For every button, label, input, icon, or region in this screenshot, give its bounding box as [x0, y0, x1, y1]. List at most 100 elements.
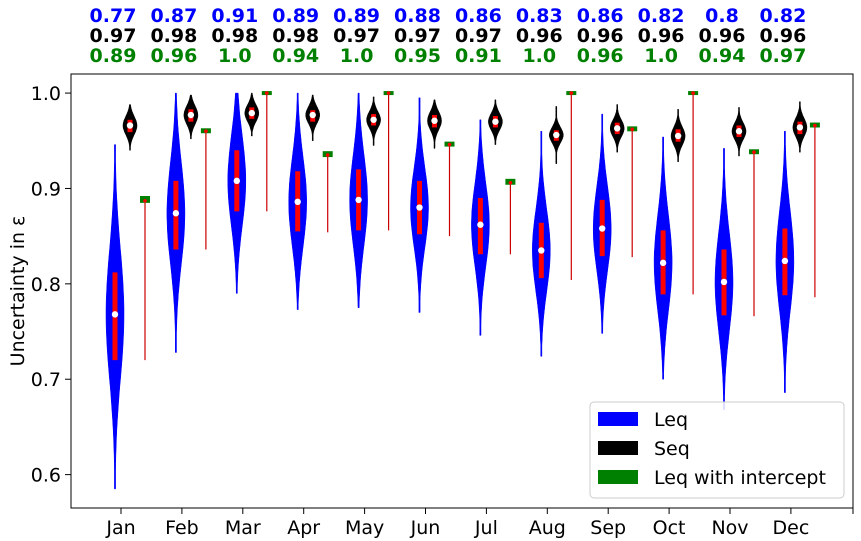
plot-area [70, 73, 854, 509]
median-marker [126, 122, 134, 129]
x-tick-label: Feb [165, 517, 199, 539]
top-stat-2-1: 0.96 [150, 45, 197, 67]
median-marker [355, 196, 362, 204]
top-stat-2-8: 0.96 [577, 45, 624, 67]
x-tick-label: May [345, 517, 384, 539]
top-stat-0-0: 0.77 [90, 5, 137, 27]
top-stat-0-7: 0.83 [516, 5, 563, 27]
top-stat-1-2: 0.98 [211, 25, 258, 47]
top-stat-1-6: 0.97 [455, 25, 502, 47]
violins [105, 91, 820, 490]
median-marker [309, 111, 316, 119]
median-marker [143, 199, 147, 203]
x-tick-label: Sep [590, 517, 626, 539]
x-axis: Jan Feb Mar Apr May Jun Jul Aug Sep Oct Nov Dec [105, 508, 854, 539]
y-axis-label: Uncertainty in ε [7, 216, 29, 367]
median-marker [447, 142, 452, 147]
x-tick-label: Jun [410, 517, 441, 539]
median-marker [386, 91, 391, 95]
median-marker [630, 127, 634, 132]
top-stat-1-8: 0.96 [577, 25, 624, 47]
top-stat-1-4: 0.97 [333, 25, 380, 47]
top-stat-1-7: 0.96 [516, 25, 563, 47]
legend-label: Leq with intercept [654, 467, 826, 489]
median-marker [813, 123, 817, 128]
median-marker [553, 131, 560, 139]
median-marker [204, 129, 208, 134]
median-marker [248, 109, 255, 117]
top-stat-1-9: 0.96 [638, 25, 685, 47]
top-stat-0-4: 0.89 [333, 5, 380, 27]
legend-label: Seq [654, 438, 690, 460]
y-tick-label: 1.0 [31, 83, 61, 105]
top-stat-2-11: 0.97 [759, 45, 806, 67]
top-stat-2-2: 1.0 [218, 45, 252, 67]
top-stat-1-10: 0.96 [699, 25, 746, 47]
top-statistics: 0.77 0.87 0.91 0.89 0.89 0.88 0.86 0.83 0.86 0.82… [90, 5, 807, 67]
median-marker [294, 198, 301, 206]
median-marker [265, 91, 269, 95]
legend-swatch [598, 441, 638, 455]
top-stat-2-4: 1.0 [340, 45, 374, 67]
x-tick-label: Aug [529, 517, 566, 539]
legend-swatch [598, 412, 638, 426]
y-tick-label: 0.7 [31, 369, 61, 391]
median-marker [796, 124, 804, 131]
x-tick-label: Mar [225, 517, 261, 539]
top-stat-0-5: 0.88 [394, 5, 441, 27]
top-stat-2-6: 0.91 [455, 45, 502, 67]
legend-swatch [598, 470, 638, 484]
top-stat-2-3: 0.94 [272, 45, 319, 67]
top-stat-1-1: 0.98 [150, 25, 197, 47]
median-marker [325, 153, 330, 157]
median-marker [477, 221, 484, 228]
median-marker [659, 259, 667, 267]
top-stat-0-9: 0.82 [638, 5, 685, 27]
top-stat-1-5: 0.97 [394, 25, 441, 47]
y-tick-label: 0.9 [31, 178, 61, 200]
median-marker [416, 204, 423, 211]
y-tick-label: 0.6 [31, 465, 61, 487]
median-marker [691, 91, 695, 95]
median-marker [674, 132, 682, 140]
x-tick-label: Jan [105, 517, 135, 539]
top-stat-2-10: 0.94 [699, 45, 746, 67]
median-marker [370, 116, 377, 123]
median-marker [172, 210, 180, 217]
median-marker [492, 118, 499, 125]
median-marker [735, 128, 743, 135]
median-marker [720, 278, 728, 286]
top-stat-1-11: 0.96 [759, 25, 806, 47]
median-marker [431, 117, 438, 124]
legend: Leq Seq Leq with intercept [589, 401, 845, 499]
top-stat-0-8: 0.86 [577, 5, 624, 27]
top-stat-2-5: 0.95 [394, 45, 441, 67]
median-marker [599, 225, 606, 232]
legend-box [589, 401, 845, 499]
top-stat-1-0: 0.97 [90, 25, 137, 47]
median-marker [508, 180, 513, 185]
top-stat-0-2: 0.91 [211, 5, 258, 27]
median-marker [614, 125, 621, 132]
median-marker [538, 247, 545, 254]
median-marker [187, 111, 195, 119]
x-tick-label: Nov [711, 517, 748, 539]
top-stat-2-9: 1.0 [644, 45, 678, 67]
x-tick-label: Jul [474, 517, 498, 539]
top-stat-0-10: 0.8 [705, 5, 739, 27]
median-marker [111, 311, 119, 318]
x-tick-label: Apr [287, 517, 320, 539]
top-stat-0-1: 0.87 [150, 5, 197, 27]
median-marker [752, 150, 756, 155]
x-tick-label: Oct [653, 517, 686, 539]
y-axis: 0.6 0.7 0.8 0.9 1.0 [31, 83, 71, 487]
median-marker [569, 91, 574, 95]
top-stat-0-3: 0.89 [272, 5, 319, 27]
top-stat-0-6: 0.86 [455, 5, 502, 27]
top-stat-2-0: 0.89 [90, 45, 137, 67]
top-stat-0-11: 0.82 [759, 5, 806, 27]
x-tick-label: Dec [773, 517, 810, 539]
y-tick-label: 0.8 [31, 274, 61, 296]
top-stat-1-3: 0.98 [272, 25, 319, 47]
